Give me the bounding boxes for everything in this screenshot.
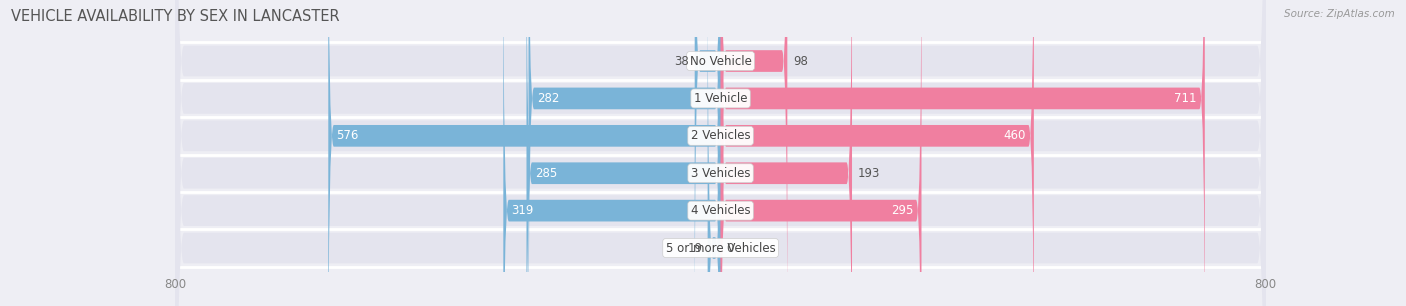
Text: No Vehicle: No Vehicle: [689, 54, 752, 68]
FancyBboxPatch shape: [721, 0, 1205, 306]
FancyBboxPatch shape: [721, 0, 852, 306]
FancyBboxPatch shape: [176, 0, 1265, 306]
FancyBboxPatch shape: [721, 0, 921, 306]
FancyBboxPatch shape: [707, 0, 721, 306]
Text: 285: 285: [534, 167, 557, 180]
Text: 193: 193: [858, 167, 880, 180]
Text: VEHICLE AVAILABILITY BY SEX IN LANCASTER: VEHICLE AVAILABILITY BY SEX IN LANCASTER: [11, 9, 340, 24]
FancyBboxPatch shape: [176, 0, 1265, 306]
FancyBboxPatch shape: [503, 0, 721, 306]
FancyBboxPatch shape: [176, 0, 1265, 306]
Text: 282: 282: [537, 92, 560, 105]
FancyBboxPatch shape: [176, 0, 1265, 306]
FancyBboxPatch shape: [721, 0, 1033, 306]
FancyBboxPatch shape: [526, 0, 721, 306]
Text: 5 or more Vehicles: 5 or more Vehicles: [665, 241, 776, 255]
FancyBboxPatch shape: [176, 0, 1265, 306]
Text: 711: 711: [1174, 92, 1197, 105]
Text: 295: 295: [891, 204, 914, 217]
FancyBboxPatch shape: [529, 0, 721, 306]
FancyBboxPatch shape: [176, 0, 1265, 306]
Text: 38: 38: [675, 54, 689, 68]
Text: 1 Vehicle: 1 Vehicle: [693, 92, 748, 105]
Text: 2 Vehicles: 2 Vehicles: [690, 129, 751, 142]
FancyBboxPatch shape: [721, 0, 787, 306]
Text: 460: 460: [1004, 129, 1026, 142]
Text: 319: 319: [512, 204, 534, 217]
Text: 4 Vehicles: 4 Vehicles: [690, 204, 751, 217]
FancyBboxPatch shape: [329, 0, 721, 306]
Text: 3 Vehicles: 3 Vehicles: [690, 167, 751, 180]
Text: 98: 98: [793, 54, 807, 68]
Text: Source: ZipAtlas.com: Source: ZipAtlas.com: [1284, 9, 1395, 19]
Text: 0: 0: [725, 241, 734, 255]
Text: 19: 19: [688, 241, 702, 255]
Text: 576: 576: [336, 129, 359, 142]
FancyBboxPatch shape: [695, 0, 721, 306]
